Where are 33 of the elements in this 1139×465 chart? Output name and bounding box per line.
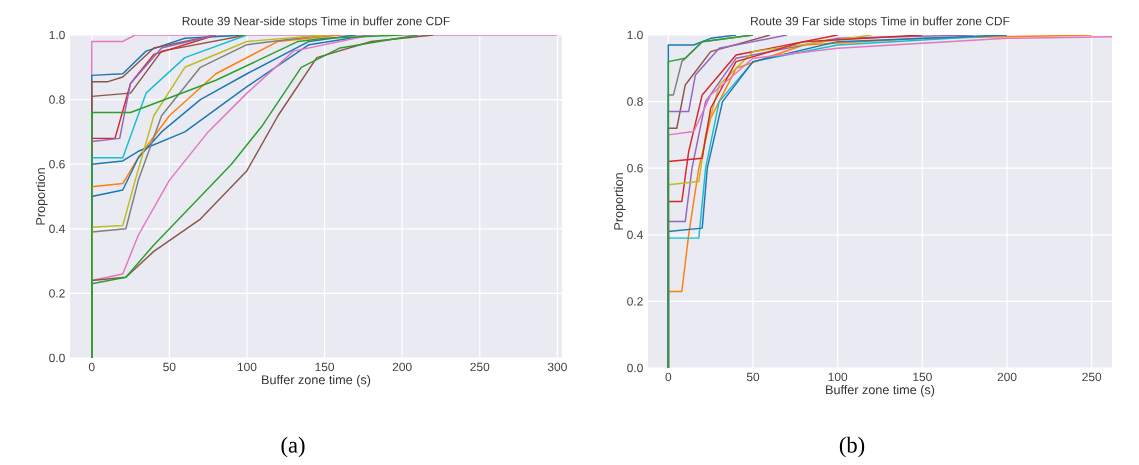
x-tick-label: 200 <box>392 362 412 372</box>
x-tick-label: 250 <box>470 362 490 372</box>
y-tick-label: 0.8 <box>627 97 643 106</box>
x-tick-label: 0 <box>88 362 95 372</box>
x-tick-label: 300 <box>547 362 567 372</box>
x-tick-label: 0 <box>665 372 672 382</box>
y-tick-label: 1.0 <box>49 30 65 40</box>
y-tick-label: 0.0 <box>627 363 643 373</box>
y-tick-label: 0.2 <box>627 297 643 306</box>
y-tick-label: 0.4 <box>49 224 65 234</box>
y-tick-label: 0.6 <box>49 159 65 169</box>
x-tick-label: 150 <box>913 372 932 382</box>
x-tick-label: 150 <box>315 362 335 372</box>
y-axis-title: Proportion <box>613 173 626 230</box>
y-tick-label: 1.0 <box>627 30 643 40</box>
y-tick-label: 0.2 <box>49 289 65 298</box>
x-tick-label: 200 <box>997 372 1017 382</box>
x-axis-title: Buffer zone time (s) <box>826 384 935 397</box>
y-tick-label: 0.8 <box>49 95 65 104</box>
y-tick-label: 0.6 <box>627 163 643 173</box>
x-tick-label: 50 <box>746 372 760 382</box>
x-tick-label: 100 <box>828 372 848 382</box>
text: (b) <box>839 436 865 458</box>
text: (a) <box>281 436 305 458</box>
x-tick-label: 250 <box>1082 372 1102 382</box>
x-tick-label: 50 <box>163 362 176 372</box>
x-axis-title: Buffer zone time (s) <box>262 374 371 387</box>
chart-title: Route 39 Near-side stops Time in buffer zone CDF <box>182 16 450 28</box>
chart-title: Route 39 Far side stops Time in buffer zone CDF <box>751 16 1010 28</box>
x-tick-label: 100 <box>237 362 257 372</box>
y-tick-label: 0.4 <box>627 230 643 240</box>
y-axis-title: Proportion <box>35 168 48 225</box>
y-tick-label: 0.0 <box>49 353 65 363</box>
